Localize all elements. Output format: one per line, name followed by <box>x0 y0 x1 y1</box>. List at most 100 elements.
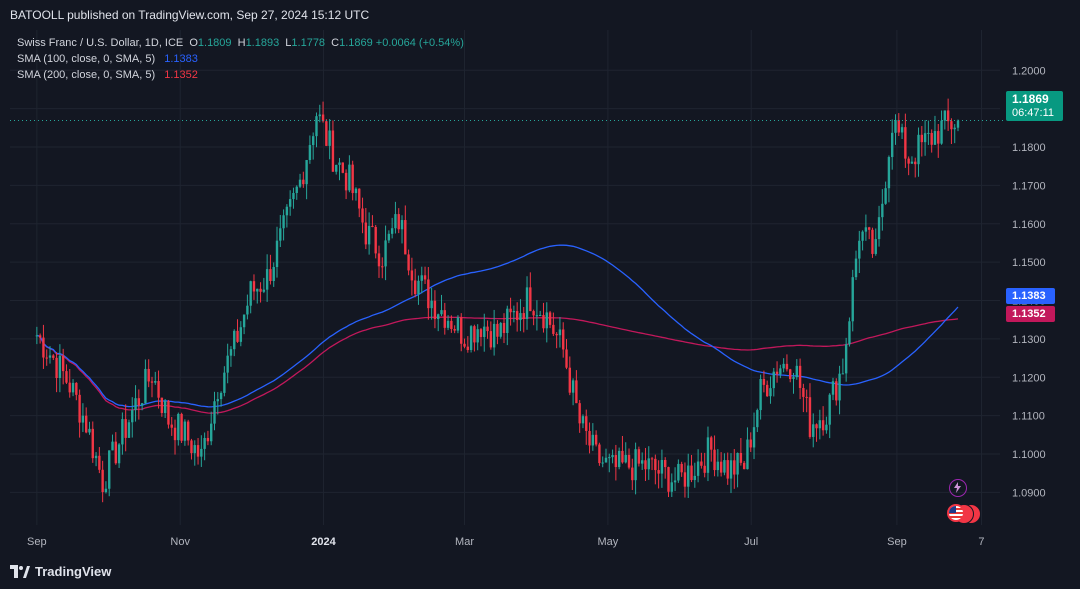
tradingview-brand[interactable]: TradingView <box>10 564 111 579</box>
candle-body <box>190 440 193 454</box>
low-value: 1.1778 <box>291 37 326 49</box>
candle-body <box>617 450 621 468</box>
candle-body <box>634 449 637 481</box>
candle-body <box>775 371 779 375</box>
close-value: 1.1869 <box>339 37 373 49</box>
candle-body <box>331 130 335 172</box>
economic-events-icon[interactable] <box>947 503 983 524</box>
candle-body <box>377 253 381 267</box>
candle-body <box>552 324 555 334</box>
low-label: L <box>285 37 292 49</box>
sma100-tag-value: 1.1383 <box>1012 290 1046 302</box>
candle-body <box>611 455 614 458</box>
sma100-row: SMA (100, close, 0, SMA, 5) 1.1383 <box>17 51 464 67</box>
candle-body <box>581 416 585 424</box>
y-tick-label: 1.1600 <box>1012 219 1046 231</box>
candle-body <box>752 427 756 448</box>
candle-body <box>710 437 713 450</box>
candle-body <box>242 314 246 328</box>
candle-body <box>275 240 279 268</box>
candle-body <box>262 289 266 292</box>
candle-body <box>328 130 331 146</box>
candle-body <box>894 120 897 133</box>
candle-body <box>460 317 463 344</box>
candle-body <box>723 460 726 473</box>
candle-body <box>292 192 295 200</box>
candle-body <box>548 312 552 325</box>
candle-body <box>808 397 812 437</box>
candle-body <box>203 437 206 449</box>
candle-body <box>525 287 529 319</box>
candle-body <box>282 215 285 229</box>
candle-body <box>407 254 410 271</box>
candle-body <box>335 164 338 172</box>
candle-body <box>815 424 818 429</box>
candle-body <box>367 225 371 245</box>
candle-body <box>311 136 315 146</box>
sma200-label: SMA (200, close, 0, SMA, 5) <box>17 69 156 81</box>
candle-body <box>71 382 75 393</box>
open-value: 1.1809 <box>197 37 232 49</box>
candle-body <box>469 326 473 350</box>
candle-body <box>42 337 45 358</box>
candle-body <box>216 399 219 402</box>
candle-body <box>492 323 496 348</box>
candle-body <box>798 365 802 388</box>
candle-body <box>177 413 180 441</box>
candle-body <box>943 110 947 121</box>
candle-body <box>226 355 229 373</box>
candle-body <box>874 239 877 254</box>
candle-body <box>568 367 572 393</box>
candle-body <box>871 229 874 254</box>
candle-body <box>213 401 216 424</box>
y-tick-label: 1.1300 <box>1012 334 1046 346</box>
candle-body <box>259 288 262 292</box>
chart-area[interactable]: 1.09001.10001.11001.12001.13001.14001.15… <box>0 30 1080 556</box>
candle-body <box>483 326 486 338</box>
candle-body <box>565 349 568 368</box>
candle-body <box>621 450 624 463</box>
candle-body <box>538 314 542 316</box>
candle-body <box>696 461 700 476</box>
candle-body <box>795 365 798 378</box>
candle-body <box>907 158 910 164</box>
candle-body <box>193 445 196 454</box>
candle-body <box>124 419 127 438</box>
candle-body <box>249 281 252 306</box>
candle-body <box>163 400 167 414</box>
candle-body <box>742 462 746 470</box>
y-tick-label: 1.1700 <box>1012 180 1046 192</box>
candlestick-chart[interactable]: 1.09001.10001.11001.12001.13001.14001.15… <box>0 30 1080 556</box>
candle-body <box>137 398 141 406</box>
change-value: +0.0064 (+0.54%) <box>375 37 464 49</box>
candle-body <box>914 161 917 165</box>
candle-body <box>338 162 341 165</box>
candle-body <box>134 398 137 411</box>
sma100-price-tag: 1.1383 <box>1006 288 1055 304</box>
x-tick-label: Sep <box>887 536 907 548</box>
candle-body <box>706 437 710 473</box>
candle-body <box>315 116 318 137</box>
candle-body <box>160 397 164 414</box>
candle-body <box>196 445 200 457</box>
candle-body <box>664 459 667 468</box>
lightning-icon[interactable] <box>949 479 967 497</box>
candle-body <box>420 275 423 281</box>
candle-body <box>861 231 864 241</box>
candle-body <box>736 452 739 475</box>
candle-body <box>825 424 828 431</box>
candle-body <box>733 460 736 475</box>
candle-body <box>38 335 42 338</box>
candle-body <box>851 277 854 322</box>
candle-body <box>279 228 282 241</box>
candle-body <box>446 320 450 328</box>
candle-body <box>252 281 256 292</box>
candle-body <box>427 279 430 309</box>
candle-body <box>946 110 950 122</box>
candle-body <box>848 321 851 345</box>
candle-body <box>644 460 647 470</box>
candle-body <box>371 225 374 227</box>
candle-body <box>223 372 226 393</box>
candle-body <box>779 368 782 375</box>
candle-body <box>881 203 884 218</box>
